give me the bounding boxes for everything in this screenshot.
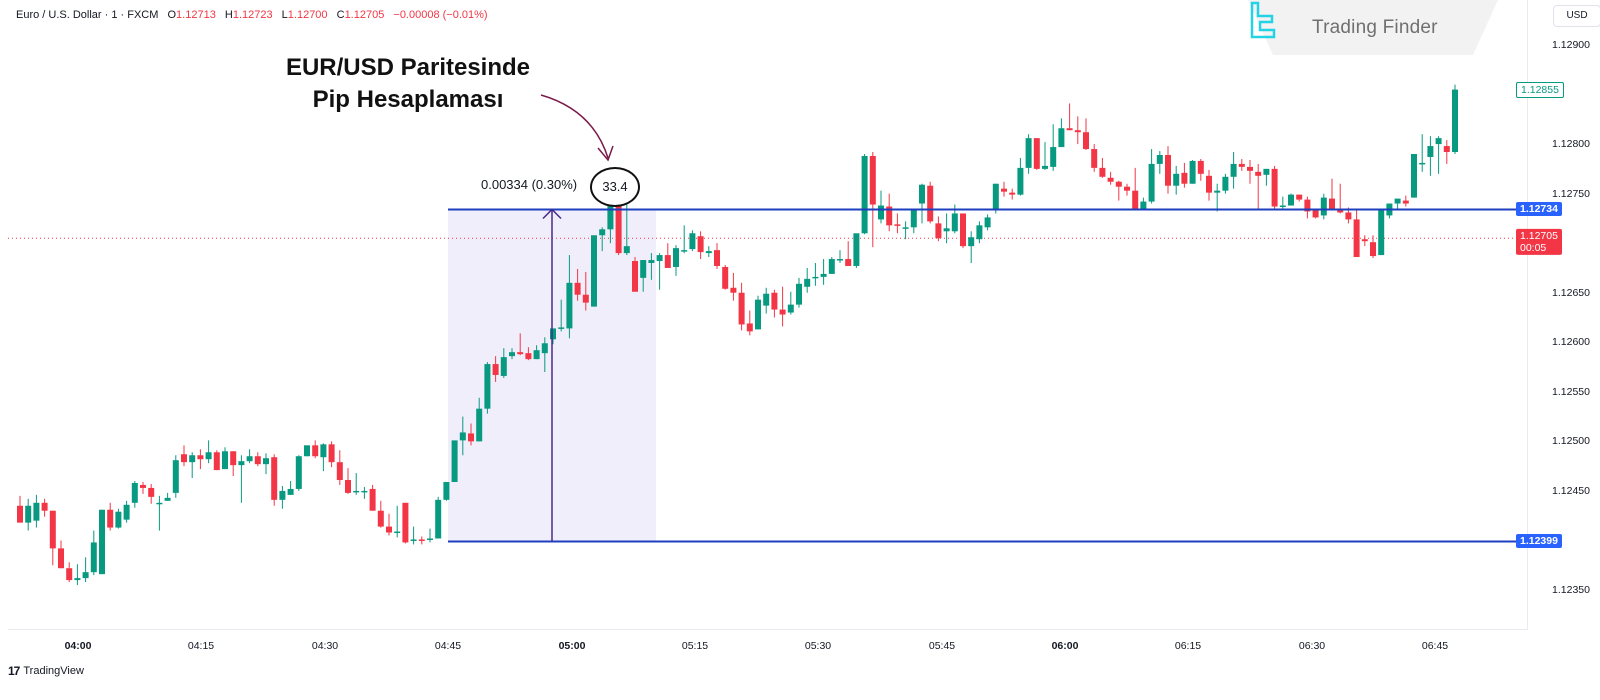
candles	[17, 84, 1458, 586]
time-tick-label: 06:30	[1298, 640, 1326, 652]
chart-frame: Euro / U.S. Dollar · 1 · FXCM O1.12713 H…	[8, 0, 1600, 658]
close-value: 1.12705	[344, 9, 385, 21]
price-tick-label: 1.12450	[1552, 484, 1590, 497]
time-tick-label: 04:45	[434, 640, 462, 652]
time-tick-label: 05:45	[928, 640, 956, 652]
trading-finder-logo-icon	[1250, 1, 1276, 39]
price-tick-label: 1.12500	[1552, 435, 1590, 448]
trading-finder-watermark: Trading Finder	[1248, 0, 1498, 55]
time-tick-label: 05:30	[804, 640, 832, 652]
time-tick-label: 04:15	[187, 640, 215, 652]
price-tick-label: 1.12750	[1552, 187, 1590, 200]
annotation-title: EUR/USD Paritesinde Pip Hesaplaması	[285, 54, 531, 113]
symbol-name[interactable]: Euro / U.S. Dollar · 1 · FXCM	[16, 9, 159, 21]
tradingview-logo-icon: 17	[8, 664, 20, 678]
level-price-label: 1.12734	[1516, 202, 1562, 217]
time-tick-label: 05:00	[558, 640, 586, 652]
measure-readout: 0.00334 (0.30%)	[481, 177, 578, 192]
price-tick-label: 1.12550	[1552, 385, 1590, 398]
price-tick-label: 1.12900	[1552, 39, 1590, 51]
price-tick-label: 1.12650	[1552, 286, 1590, 299]
price-tick-label: 1.12800	[1552, 138, 1590, 151]
open-value: 1.12713	[176, 9, 216, 21]
time-tick-label: 06:15	[1174, 640, 1202, 652]
price-tick-label: 1.12600	[1552, 336, 1590, 349]
callout-arrowhead-icon	[597, 145, 614, 162]
time-axis[interactable]: 04:00 04:15 04:30 04:45 05:00 05:15 05:30 05:45…	[8, 630, 1528, 658]
time-tick-label: 05:15	[681, 640, 709, 652]
pips-highlight-circle: 33.4	[590, 167, 640, 207]
currency-button[interactable]: USD	[1553, 5, 1600, 27]
price-axis[interactable]: 1.12900 1.12800 1.12750 1.12650 1.12600 1.125…	[1528, 0, 1600, 630]
session-high-price-label: 1.12855	[1516, 81, 1564, 98]
high-value: 1.12723	[232, 9, 273, 21]
price-tick-label: 1.12350	[1552, 584, 1590, 596]
time-tick-label: 06:00	[1051, 640, 1079, 652]
symbol-legend: Euro / U.S. Dollar · 1 · FXCM O1.12713 H…	[16, 9, 488, 21]
change-value: −0.00008 (−0.01%)	[393, 9, 488, 21]
arrowhead-icon	[542, 208, 562, 220]
candlestick-plot[interactable]	[8, 0, 1528, 630]
time-tick-label: 04:30	[311, 640, 339, 652]
time-tick-label: 04:00	[64, 640, 92, 652]
time-tick-label: 06:45	[1421, 640, 1449, 652]
chart-pane[interactable]: Euro / U.S. Dollar · 1 · FXCM O1.12713 H…	[8, 0, 1528, 630]
last-price-label: 1.12705 00:05	[1516, 229, 1562, 256]
level-price-label: 1.12399	[1516, 534, 1562, 549]
tradingview-brand[interactable]: 17 TradingView	[8, 664, 84, 678]
low-value: 1.12700	[287, 9, 328, 21]
callout-arrow-icon	[540, 94, 609, 159]
